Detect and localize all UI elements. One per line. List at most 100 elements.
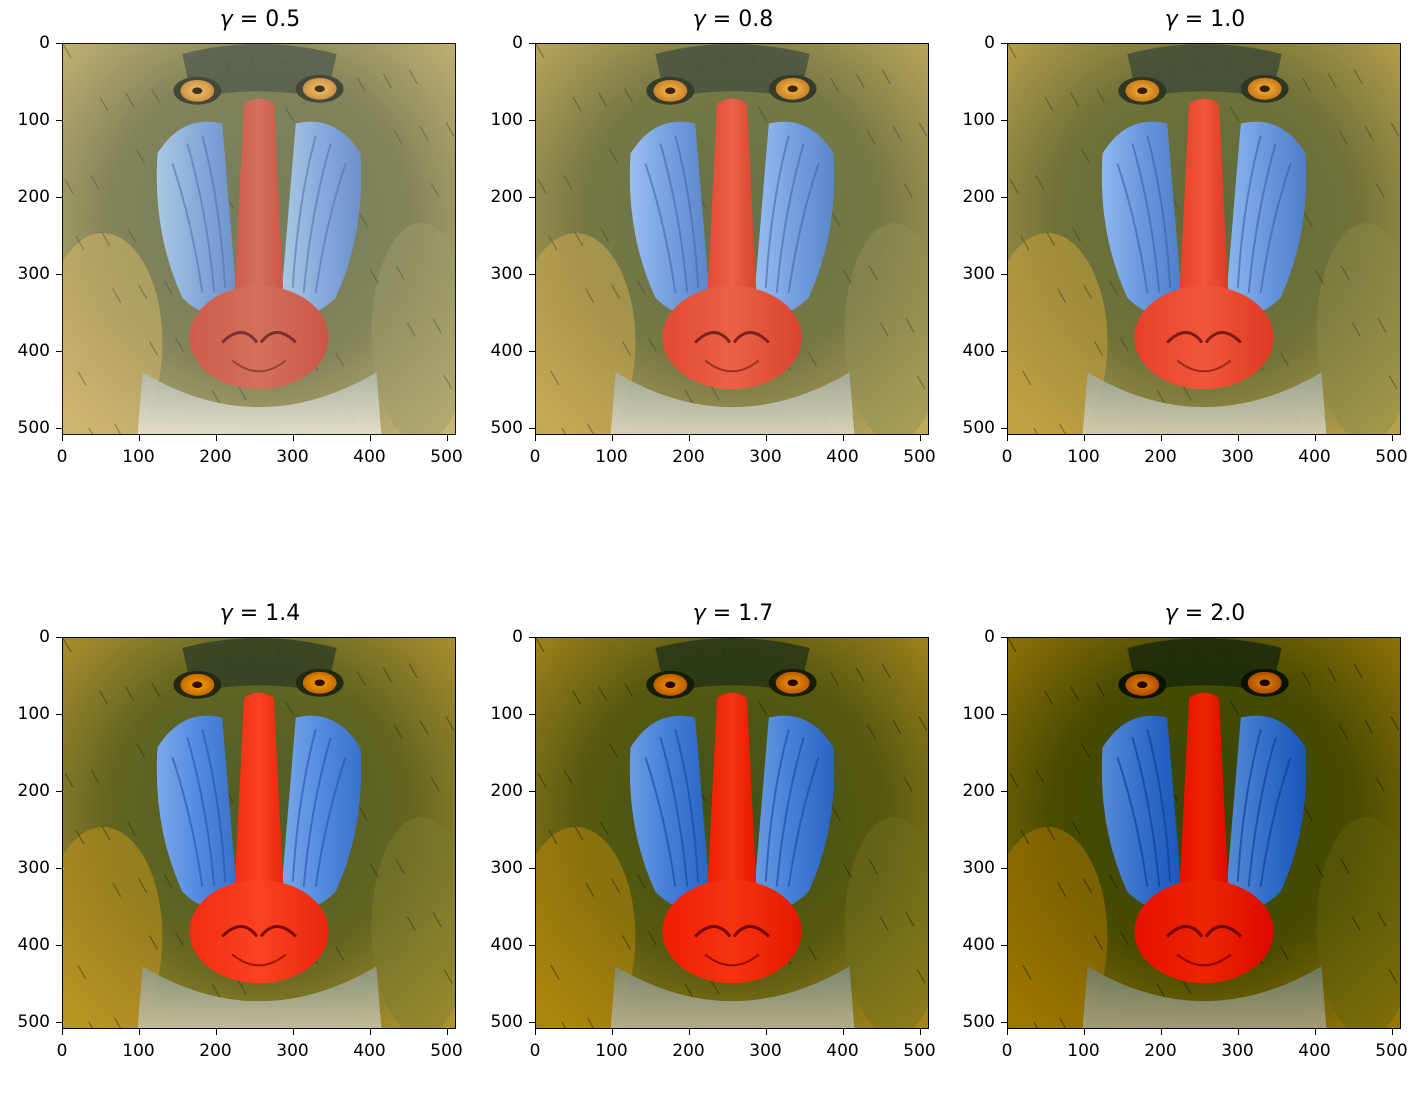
y-tick-mark (529, 273, 535, 275)
mandrill-image (535, 637, 929, 1029)
y-tick-label: 300 (17, 857, 50, 878)
x-tick-mark (842, 435, 844, 441)
y-tick-mark (1001, 350, 1007, 352)
y-tick-mark (529, 350, 535, 352)
gamma-value: 0.8 (738, 7, 774, 32)
x-tick-label: 400 (1298, 447, 1331, 467)
x-tick-label: 0 (529, 447, 541, 467)
x-tick-label: 200 (672, 447, 705, 467)
equals-sign: = (705, 7, 739, 32)
x-tick-mark (919, 435, 921, 441)
x-tick-mark (1314, 435, 1316, 441)
x-tick-mark (1391, 435, 1393, 441)
gamma-value: 1.4 (265, 601, 301, 626)
x-tick-label: 0 (529, 1041, 541, 1061)
subplot-title: γ = 1.7 (535, 599, 931, 629)
x-tick-mark (535, 435, 536, 441)
gamma-symbol: γ (692, 601, 706, 626)
gamma-symbol: γ (219, 601, 233, 626)
y-tick-label: 300 (962, 263, 995, 284)
y-tick-label: 500 (490, 417, 523, 438)
y-tick-label: 400 (490, 934, 523, 955)
subplot-gamma-0-5: γ = 0.5 0 100 200 300 400 500 0 100 200 300 400 500 (0, 7, 463, 503)
y-tick-mark (529, 1021, 535, 1023)
x-tick-mark (1160, 435, 1162, 441)
y-tick-label: 500 (962, 417, 995, 438)
x-tick-label: 200 (672, 1041, 705, 1061)
subplot-gamma-1-7: γ = 1.7 0 100 200 300 400 500 0 100 200 300 400 500 (473, 601, 936, 1097)
x-tick-label: 100 (1067, 447, 1100, 467)
y-tick-mark (56, 790, 62, 792)
y-tick-label: 500 (17, 1011, 50, 1032)
x-tick-mark (611, 1029, 613, 1035)
subplot-title: γ = 2.0 (1007, 599, 1403, 629)
y-tick-mark (56, 43, 62, 44)
equals-sign: = (705, 601, 739, 626)
y-tick-mark (1001, 427, 1007, 429)
x-tick-mark (369, 1029, 371, 1035)
x-tick-label: 300 (276, 447, 309, 467)
x-tick-mark (765, 1029, 767, 1035)
y-tick-mark (529, 119, 535, 121)
y-tick-label: 400 (17, 934, 50, 955)
gamma-value: 1.0 (1210, 7, 1246, 32)
y-tick-mark (56, 713, 62, 715)
mandrill-image (62, 637, 456, 1029)
equals-sign: = (1177, 601, 1211, 626)
y-tick-label: 0 (39, 627, 50, 647)
x-tick-mark (1083, 1029, 1085, 1035)
x-tick-label: 200 (199, 1041, 232, 1061)
y-tick-mark (1001, 273, 1007, 275)
x-tick-label: 500 (430, 1041, 463, 1061)
y-tick-mark (529, 637, 535, 638)
x-tick-label: 500 (903, 1041, 936, 1061)
x-tick-mark (1237, 1029, 1239, 1035)
x-tick-mark (292, 1029, 294, 1035)
mandrill-image (62, 43, 456, 435)
x-tick-label: 200 (1144, 447, 1177, 467)
x-tick-mark (1007, 1029, 1008, 1035)
y-tick-mark (56, 944, 62, 946)
y-tick-mark (1001, 119, 1007, 121)
subplot-title: γ = 0.5 (62, 5, 458, 35)
gamma-value: 1.7 (738, 601, 774, 626)
y-tick-label: 500 (17, 417, 50, 438)
y-tick-label: 200 (490, 186, 523, 207)
gamma-symbol: γ (692, 7, 706, 32)
y-tick-label: 100 (490, 703, 523, 724)
x-tick-mark (62, 435, 63, 441)
x-tick-mark (1314, 1029, 1316, 1035)
y-tick-mark (56, 1021, 62, 1023)
x-tick-label: 0 (56, 1041, 68, 1061)
y-tick-mark (529, 43, 535, 44)
y-tick-label: 500 (490, 1011, 523, 1032)
gamma-symbol: γ (219, 7, 233, 32)
y-tick-label: 300 (962, 857, 995, 878)
x-tick-mark (138, 435, 140, 441)
y-tick-label: 200 (17, 186, 50, 207)
x-tick-mark (1160, 1029, 1162, 1035)
y-tick-mark (529, 427, 535, 429)
gamma-symbol: γ (1164, 7, 1178, 32)
x-tick-mark (688, 435, 690, 441)
gamma-value: 2.0 (1210, 601, 1246, 626)
y-tick-mark (56, 350, 62, 352)
y-tick-label: 500 (962, 1011, 995, 1032)
equals-sign: = (232, 601, 266, 626)
subplot-gamma-0-8: γ = 0.8 0 100 200 300 400 500 0 100 200 300 400 500 (473, 7, 936, 503)
y-tick-label: 400 (490, 340, 523, 361)
subplot-gamma-1-0: γ = 1.0 0 100 200 300 400 500 0 100 200 300 400 500 (945, 7, 1408, 503)
y-tick-mark (56, 867, 62, 869)
mandrill-image (1007, 43, 1401, 435)
x-tick-label: 300 (276, 1041, 309, 1061)
x-tick-mark (1391, 1029, 1393, 1035)
y-tick-label: 0 (512, 33, 523, 53)
y-tick-label: 100 (17, 109, 50, 130)
y-tick-label: 400 (17, 340, 50, 361)
x-tick-mark (138, 1029, 140, 1035)
y-tick-mark (1001, 1021, 1007, 1023)
y-tick-label: 0 (984, 627, 995, 647)
x-tick-label: 400 (353, 1041, 386, 1061)
y-tick-mark (56, 273, 62, 275)
y-tick-mark (56, 637, 62, 638)
